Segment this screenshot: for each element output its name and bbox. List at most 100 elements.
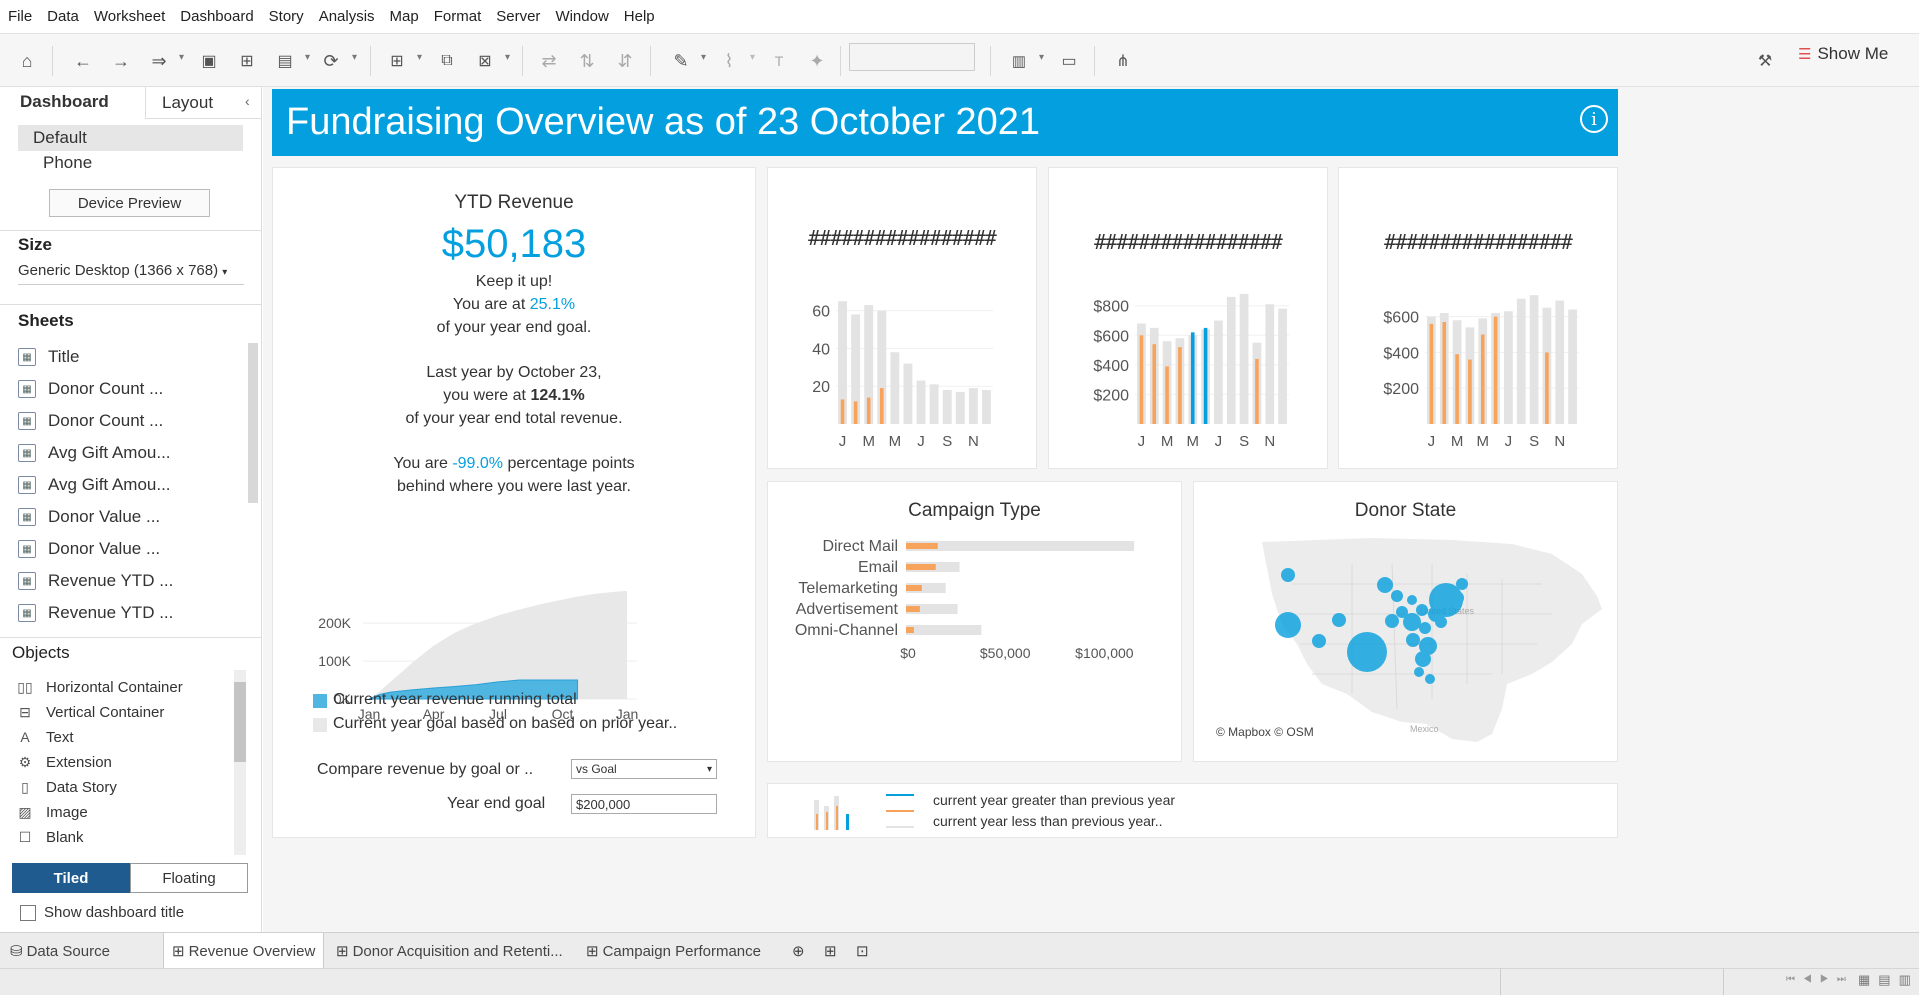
donor-bubble[interactable]	[1406, 633, 1420, 647]
bar-current-year[interactable]	[840, 399, 845, 424]
show-cards-icon[interactable]: ▥	[1011, 53, 1027, 70]
bar-previous-year[interactable]	[1516, 298, 1526, 424]
chevron-down-icon[interactable]: ▾	[417, 52, 423, 63]
current-revenue-area-series[interactable]	[368, 679, 579, 700]
donor-bubble[interactable]	[1396, 606, 1408, 618]
floating-button[interactable]: Floating	[130, 863, 248, 893]
new-worksheet-icon[interactable]: ⊞	[390, 53, 404, 70]
donor-bubble[interactable]	[1332, 613, 1346, 627]
group-icon[interactable]: ⌇	[724, 50, 734, 71]
tab-dashboard[interactable]: Dashboard	[0, 87, 145, 119]
sheet-nav-arrows-icon[interactable]: ⏮◀▶⏭	[1786, 974, 1854, 985]
tab-revenue-overview[interactable]: ⊞ Revenue Overview	[163, 933, 325, 969]
bar-current-year[interactable]	[879, 388, 884, 424]
donor-state-map[interactable]: United States Mexico	[1252, 534, 1612, 744]
show-title-checkbox[interactable]	[20, 905, 36, 921]
compare-dropdown[interactable]: vs Goal ▾	[571, 759, 717, 779]
donor-bubble[interactable]	[1415, 651, 1431, 667]
presentation-icon[interactable]: ▭	[1061, 53, 1077, 70]
bar-previous-year[interactable]	[838, 301, 847, 424]
donor-bubble[interactable]	[1450, 591, 1464, 605]
bar-current-year[interactable]	[1442, 322, 1447, 424]
chevron-down-icon[interactable]: ▾	[505, 52, 511, 63]
device-default[interactable]: Default	[18, 125, 243, 151]
sheet-item[interactable]: ▦ Donor Value ...	[18, 535, 160, 563]
bar-current-year[interactable]	[1190, 332, 1195, 424]
object-blank[interactable]: ☐ Blank	[14, 826, 84, 848]
sheet-item[interactable]: ▦ Avg Gift Amou...	[18, 471, 171, 499]
bar-current-year[interactable]	[1255, 358, 1259, 424]
tab-data-source[interactable]: ⛁ Data Source	[2, 933, 118, 969]
bar-previous-year[interactable]	[1529, 295, 1539, 424]
bar-current-year[interactable]	[1203, 327, 1208, 424]
bar-previous-year[interactable]	[903, 363, 913, 424]
donor-bubble[interactable]	[1456, 578, 1468, 590]
view-mode-icons[interactable]: ▦▤▥	[1858, 972, 1919, 987]
tab-donor-acquisition[interactable]: ⊞ Donor Acquisition and Retenti...	[328, 933, 571, 969]
redo-icon[interactable]: →	[112, 50, 130, 71]
bar-current-year[interactable]	[1493, 316, 1498, 424]
menu-dashboard[interactable]: Dashboard	[180, 8, 254, 25]
device-preview-button[interactable]: Device Preview	[49, 189, 210, 217]
donor-bubble[interactable]	[1312, 634, 1326, 648]
bar-previous-year[interactable]	[1504, 311, 1513, 424]
bar-current-year[interactable]	[1178, 347, 1182, 424]
sort-ascending-icon[interactable]: ⇅	[579, 50, 595, 71]
goal-area-series[interactable]	[369, 590, 627, 699]
bar-previous-year[interactable]	[1265, 304, 1275, 424]
duplicate-icon[interactable]: ⧉	[441, 52, 453, 69]
pause-updates-icon[interactable]: ▤	[277, 53, 293, 70]
donor-bubble[interactable]	[1416, 604, 1428, 616]
menu-story[interactable]: Story	[268, 8, 304, 25]
donor-bubble[interactable]	[1377, 577, 1393, 593]
donor-bubble[interactable]	[1425, 674, 1435, 684]
chevron-down-icon[interactable]: ▾	[750, 52, 756, 63]
object-horizontal-container[interactable]: ▯▯ Horizontal Container	[14, 676, 182, 698]
object-text[interactable]: A Text	[14, 726, 73, 748]
bar-current-year[interactable]	[906, 627, 914, 633]
bar-current-year[interactable]	[853, 401, 858, 424]
bar-previous-year[interactable]	[906, 583, 946, 593]
bar-current-year[interactable]	[1152, 344, 1157, 424]
bar-current-year[interactable]	[1545, 352, 1549, 424]
bar-current-year[interactable]	[906, 585, 922, 591]
pin-icon[interactable]: ✦	[809, 50, 825, 71]
sheet-item[interactable]: ▦ Donor Count ...	[18, 375, 163, 403]
tiled-button[interactable]: Tiled	[12, 863, 130, 893]
donor-bubble[interactable]	[1347, 632, 1387, 672]
menu-window[interactable]: Window	[555, 8, 609, 25]
donor-bubble[interactable]	[1385, 614, 1399, 628]
object-data-story[interactable]: ▯ Data Story	[14, 776, 117, 798]
tab-campaign-performance[interactable]: ⊞ Campaign Performance	[578, 933, 769, 969]
objects-scrollbar[interactable]	[234, 670, 246, 855]
new-worksheet-tab-icon[interactable]: ⊕	[792, 943, 805, 960]
bar-current-year[interactable]	[1429, 323, 1434, 424]
bar-previous-year[interactable]	[906, 625, 982, 635]
bar-current-year[interactable]	[1165, 366, 1169, 424]
size-dropdown[interactable]: Generic Desktop (1366 x 768) ▾	[18, 262, 244, 285]
device-phone[interactable]: Phone	[43, 153, 92, 173]
menu-analysis[interactable]: Analysis	[318, 8, 375, 25]
object-vertical-container[interactable]: ⊟ Vertical Container	[14, 701, 164, 723]
donor-bubble[interactable]	[1391, 590, 1403, 602]
bar-previous-year[interactable]	[1239, 293, 1249, 424]
bar-current-year[interactable]	[906, 543, 938, 549]
bar-previous-year[interactable]	[1568, 309, 1577, 424]
sheet-item[interactable]: ▦ Donor Count ...	[18, 407, 163, 435]
bar-current-year[interactable]	[1468, 359, 1472, 424]
bar-previous-year[interactable]	[851, 314, 861, 424]
menu-data[interactable]: Data	[47, 8, 79, 25]
chevron-down-icon[interactable]: ▾	[1039, 52, 1045, 63]
menu-format[interactable]: Format	[433, 8, 482, 25]
bar-previous-year[interactable]	[929, 384, 939, 424]
collapse-panel-icon[interactable]: ‹	[245, 93, 250, 109]
bar-previous-year[interactable]	[877, 310, 887, 424]
donor-bubble[interactable]	[1407, 595, 1417, 605]
donor-bubble[interactable]	[1414, 667, 1424, 677]
home-icon[interactable]: ⌂	[21, 50, 33, 71]
sheets-scrollbar[interactable]	[248, 343, 258, 503]
donor-bubble[interactable]	[1275, 612, 1301, 638]
bar-previous-year[interactable]	[1555, 300, 1565, 424]
object-image[interactable]: ▨ Image	[14, 801, 87, 823]
